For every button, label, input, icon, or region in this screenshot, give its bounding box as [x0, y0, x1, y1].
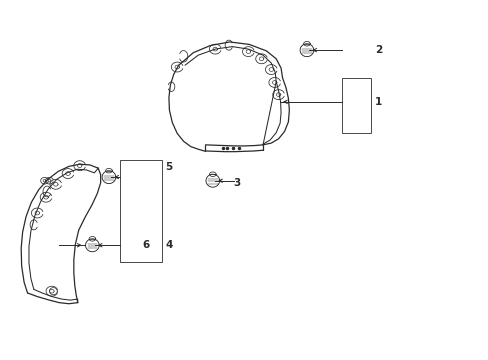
- Text: 5: 5: [164, 162, 172, 172]
- Text: 1: 1: [374, 97, 382, 107]
- Text: 6: 6: [142, 240, 149, 250]
- Text: 4: 4: [164, 240, 172, 250]
- Text: 3: 3: [233, 177, 241, 188]
- Text: 2: 2: [374, 45, 382, 55]
